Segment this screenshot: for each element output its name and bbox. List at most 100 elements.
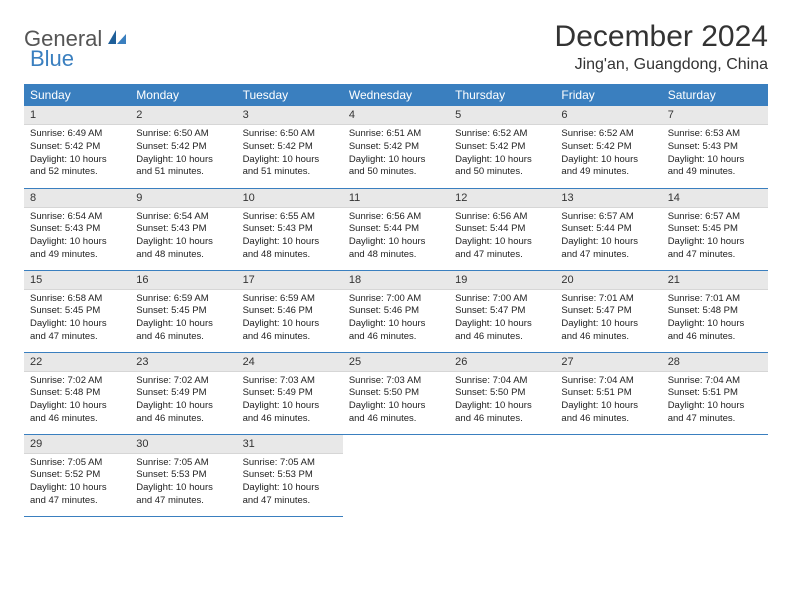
- day-number: 1: [24, 106, 130, 125]
- day-number: 7: [662, 106, 768, 125]
- day-body: Sunrise: 7:01 AMSunset: 5:48 PMDaylight:…: [662, 290, 768, 348]
- calendar-cell: ..: [662, 434, 768, 516]
- calendar-cell: 25Sunrise: 7:03 AMSunset: 5:50 PMDayligh…: [343, 352, 449, 434]
- calendar-cell: 24Sunrise: 7:03 AMSunset: 5:49 PMDayligh…: [237, 352, 343, 434]
- day-body: Sunrise: 6:59 AMSunset: 5:45 PMDaylight:…: [130, 290, 236, 348]
- calendar-cell: 2Sunrise: 6:50 AMSunset: 5:42 PMDaylight…: [130, 106, 236, 188]
- calendar-cell: 14Sunrise: 6:57 AMSunset: 5:45 PMDayligh…: [662, 188, 768, 270]
- weekday-header: Sunday: [24, 84, 130, 106]
- brand-part2-wrap: Blue: [30, 46, 74, 72]
- day-body: Sunrise: 7:01 AMSunset: 5:47 PMDaylight:…: [555, 290, 661, 348]
- day-number: 26: [449, 353, 555, 372]
- day-body: Sunrise: 6:54 AMSunset: 5:43 PMDaylight:…: [24, 208, 130, 266]
- header: General December 2024 Jing'an, Guangdong…: [24, 20, 768, 74]
- calendar-cell: 5Sunrise: 6:52 AMSunset: 5:42 PMDaylight…: [449, 106, 555, 188]
- day-number: 14: [662, 189, 768, 208]
- day-body: Sunrise: 7:05 AMSunset: 5:53 PMDaylight:…: [130, 454, 236, 512]
- day-number: 15: [24, 271, 130, 290]
- calendar-cell: 10Sunrise: 6:55 AMSunset: 5:43 PMDayligh…: [237, 188, 343, 270]
- day-body: Sunrise: 6:49 AMSunset: 5:42 PMDaylight:…: [24, 125, 130, 183]
- day-number: 16: [130, 271, 236, 290]
- day-number: 17: [237, 271, 343, 290]
- day-body: Sunrise: 6:50 AMSunset: 5:42 PMDaylight:…: [237, 125, 343, 183]
- day-body: Sunrise: 6:56 AMSunset: 5:44 PMDaylight:…: [343, 208, 449, 266]
- day-body: Sunrise: 7:00 AMSunset: 5:47 PMDaylight:…: [449, 290, 555, 348]
- calendar-cell: ..: [555, 434, 661, 516]
- calendar-cell: 28Sunrise: 7:04 AMSunset: 5:51 PMDayligh…: [662, 352, 768, 434]
- weekday-header-row: SundayMondayTuesdayWednesdayThursdayFrid…: [24, 84, 768, 106]
- day-body: Sunrise: 7:05 AMSunset: 5:53 PMDaylight:…: [237, 454, 343, 512]
- day-body: Sunrise: 7:00 AMSunset: 5:46 PMDaylight:…: [343, 290, 449, 348]
- weekday-header: Monday: [130, 84, 236, 106]
- weekday-header: Friday: [555, 84, 661, 106]
- day-body: Sunrise: 6:54 AMSunset: 5:43 PMDaylight:…: [130, 208, 236, 266]
- calendar-cell: 26Sunrise: 7:04 AMSunset: 5:50 PMDayligh…: [449, 352, 555, 434]
- weekday-header: Thursday: [449, 84, 555, 106]
- calendar-cell: ..: [343, 434, 449, 516]
- day-body: Sunrise: 7:03 AMSunset: 5:49 PMDaylight:…: [237, 372, 343, 430]
- brand-sail-icon: [106, 28, 128, 51]
- day-number: 2: [130, 106, 236, 125]
- day-number: 31: [237, 435, 343, 454]
- calendar-cell: 23Sunrise: 7:02 AMSunset: 5:49 PMDayligh…: [130, 352, 236, 434]
- calendar-cell: 12Sunrise: 6:56 AMSunset: 5:44 PMDayligh…: [449, 188, 555, 270]
- day-number: 23: [130, 353, 236, 372]
- day-body: Sunrise: 6:58 AMSunset: 5:45 PMDaylight:…: [24, 290, 130, 348]
- calendar-cell: 4Sunrise: 6:51 AMSunset: 5:42 PMDaylight…: [343, 106, 449, 188]
- day-body: Sunrise: 6:56 AMSunset: 5:44 PMDaylight:…: [449, 208, 555, 266]
- day-number: 5: [449, 106, 555, 125]
- day-body: Sunrise: 6:51 AMSunset: 5:42 PMDaylight:…: [343, 125, 449, 183]
- day-number: 25: [343, 353, 449, 372]
- calendar-cell: 29Sunrise: 7:05 AMSunset: 5:52 PMDayligh…: [24, 434, 130, 516]
- weekday-header: Tuesday: [237, 84, 343, 106]
- calendar-cell: ..: [449, 434, 555, 516]
- calendar-cell: 3Sunrise: 6:50 AMSunset: 5:42 PMDaylight…: [237, 106, 343, 188]
- calendar-cell: 1Sunrise: 6:49 AMSunset: 5:42 PMDaylight…: [24, 106, 130, 188]
- weekday-header: Wednesday: [343, 84, 449, 106]
- calendar-cell: 17Sunrise: 6:59 AMSunset: 5:46 PMDayligh…: [237, 270, 343, 352]
- calendar-row: 22Sunrise: 7:02 AMSunset: 5:48 PMDayligh…: [24, 352, 768, 434]
- day-number: 30: [130, 435, 236, 454]
- day-number: 11: [343, 189, 449, 208]
- day-body: Sunrise: 7:04 AMSunset: 5:51 PMDaylight:…: [662, 372, 768, 430]
- day-body: Sunrise: 7:02 AMSunset: 5:48 PMDaylight:…: [24, 372, 130, 430]
- day-number: 22: [24, 353, 130, 372]
- day-body: Sunrise: 7:02 AMSunset: 5:49 PMDaylight:…: [130, 372, 236, 430]
- day-body: Sunrise: 6:57 AMSunset: 5:45 PMDaylight:…: [662, 208, 768, 266]
- calendar-cell: 20Sunrise: 7:01 AMSunset: 5:47 PMDayligh…: [555, 270, 661, 352]
- calendar-cell: 15Sunrise: 6:58 AMSunset: 5:45 PMDayligh…: [24, 270, 130, 352]
- day-body: Sunrise: 6:57 AMSunset: 5:44 PMDaylight:…: [555, 208, 661, 266]
- calendar-cell: 27Sunrise: 7:04 AMSunset: 5:51 PMDayligh…: [555, 352, 661, 434]
- day-body: Sunrise: 6:53 AMSunset: 5:43 PMDaylight:…: [662, 125, 768, 183]
- day-number: 12: [449, 189, 555, 208]
- day-number: 10: [237, 189, 343, 208]
- day-number: 29: [24, 435, 130, 454]
- calendar-row: 1Sunrise: 6:49 AMSunset: 5:42 PMDaylight…: [24, 106, 768, 188]
- calendar-row: 29Sunrise: 7:05 AMSunset: 5:52 PMDayligh…: [24, 434, 768, 516]
- day-number: 28: [662, 353, 768, 372]
- calendar-body: 1Sunrise: 6:49 AMSunset: 5:42 PMDaylight…: [24, 106, 768, 516]
- day-number: 27: [555, 353, 661, 372]
- day-number: 24: [237, 353, 343, 372]
- calendar-cell: 21Sunrise: 7:01 AMSunset: 5:48 PMDayligh…: [662, 270, 768, 352]
- day-number: 19: [449, 271, 555, 290]
- calendar-cell: 9Sunrise: 6:54 AMSunset: 5:43 PMDaylight…: [130, 188, 236, 270]
- calendar-row: 8Sunrise: 6:54 AMSunset: 5:43 PMDaylight…: [24, 188, 768, 270]
- calendar-cell: 8Sunrise: 6:54 AMSunset: 5:43 PMDaylight…: [24, 188, 130, 270]
- calendar-cell: 22Sunrise: 7:02 AMSunset: 5:48 PMDayligh…: [24, 352, 130, 434]
- calendar-cell: 31Sunrise: 7:05 AMSunset: 5:53 PMDayligh…: [237, 434, 343, 516]
- calendar-row: 15Sunrise: 6:58 AMSunset: 5:45 PMDayligh…: [24, 270, 768, 352]
- day-body: Sunrise: 7:04 AMSunset: 5:50 PMDaylight:…: [449, 372, 555, 430]
- calendar-cell: 13Sunrise: 6:57 AMSunset: 5:44 PMDayligh…: [555, 188, 661, 270]
- location-label: Jing'an, Guangdong, China: [555, 56, 768, 74]
- day-number: 21: [662, 271, 768, 290]
- day-body: Sunrise: 6:52 AMSunset: 5:42 PMDaylight:…: [555, 125, 661, 183]
- calendar-cell: 7Sunrise: 6:53 AMSunset: 5:43 PMDaylight…: [662, 106, 768, 188]
- calendar-cell: 19Sunrise: 7:00 AMSunset: 5:47 PMDayligh…: [449, 270, 555, 352]
- day-body: Sunrise: 7:05 AMSunset: 5:52 PMDaylight:…: [24, 454, 130, 512]
- calendar-cell: 16Sunrise: 6:59 AMSunset: 5:45 PMDayligh…: [130, 270, 236, 352]
- calendar-cell: 11Sunrise: 6:56 AMSunset: 5:44 PMDayligh…: [343, 188, 449, 270]
- day-body: Sunrise: 7:04 AMSunset: 5:51 PMDaylight:…: [555, 372, 661, 430]
- title-block: December 2024 Jing'an, Guangdong, China: [555, 20, 768, 74]
- day-number: 18: [343, 271, 449, 290]
